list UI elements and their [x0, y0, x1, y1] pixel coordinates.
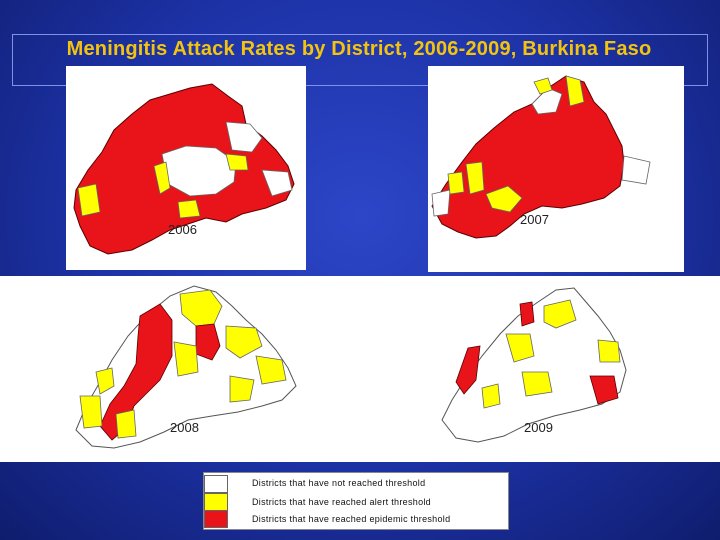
map-year-2007: 2007 [520, 212, 549, 227]
map-panel-2006: 2006 [66, 66, 306, 270]
legend-label-none: Districts that have not reached threshol… [252, 478, 426, 488]
legend-swatch-none [204, 475, 228, 493]
burkina-map-2009 [441, 287, 627, 443]
title-frame [12, 34, 708, 86]
map-year-2009: 2009 [524, 420, 553, 435]
legend-label-epidemic: Districts that have reached epidemic thr… [252, 514, 451, 524]
legend-swatch-alert [204, 493, 228, 511]
map-year-2006: 2006 [168, 222, 197, 237]
map-year-2008: 2008 [170, 420, 199, 435]
map-panel-2008: 2008 [0, 276, 358, 462]
legend-label-alert: Districts that have reached alert thresh… [252, 497, 431, 507]
burkina-map-2006 [73, 83, 295, 255]
burkina-map-2008 [75, 285, 297, 449]
legend: Districts that have not reached threshol… [203, 472, 509, 530]
slide-title: Meningitis Attack Rates by District, 200… [66, 38, 652, 60]
map-panel-2009: 2009 [358, 276, 720, 462]
map-panel-2007: 2007 [428, 66, 684, 272]
legend-swatch-epidemic [204, 510, 228, 528]
burkina-map-2007 [431, 75, 651, 239]
